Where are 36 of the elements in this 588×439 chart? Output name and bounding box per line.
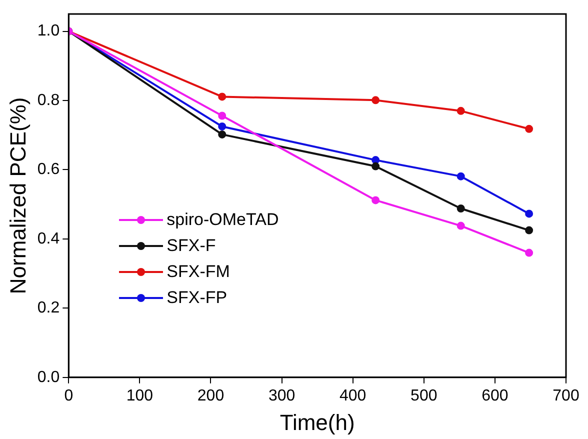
y-axis-title: Normalized PCE(%) — [5, 97, 30, 294]
point — [525, 248, 534, 257]
x-tick-label: 400 — [339, 387, 366, 404]
point — [525, 124, 534, 133]
y-tick-label: 0.2 — [37, 300, 60, 317]
y-tick-label: 0.8 — [37, 92, 60, 109]
point — [372, 96, 380, 104]
legend-label: SFX-FP — [166, 288, 228, 308]
legend-label: spiro-OMeTAD — [166, 210, 279, 230]
point — [525, 226, 534, 234]
point — [456, 172, 465, 180]
y-tick-label: 0.4 — [37, 230, 60, 248]
point — [456, 106, 465, 115]
y-tick-label: 1.0 — [37, 22, 60, 40]
point — [218, 130, 226, 138]
x-tick-label: 600 — [482, 387, 508, 404]
x-axis-title: Time(h) — [280, 410, 355, 435]
point — [456, 222, 465, 230]
legend-label: SFX-FM — [166, 262, 230, 282]
point — [456, 204, 465, 213]
legend-label: SFX-F — [166, 236, 216, 256]
x-tick-label: 700 — [552, 387, 580, 404]
point — [525, 210, 534, 218]
x-tick-label: 0 — [64, 387, 74, 404]
x-tick-label: 300 — [268, 387, 296, 404]
point — [372, 196, 380, 204]
point — [218, 112, 226, 120]
x-tick-label: 500 — [410, 387, 438, 404]
y-tick-label: 0.0 — [37, 368, 60, 386]
point — [372, 162, 380, 170]
point — [218, 122, 226, 130]
point — [218, 92, 226, 101]
point — [372, 156, 380, 164]
x-tick-label: 100 — [126, 387, 154, 404]
y-tick-label: 0.6 — [37, 161, 60, 178]
x-tick-label: 200 — [197, 387, 224, 404]
